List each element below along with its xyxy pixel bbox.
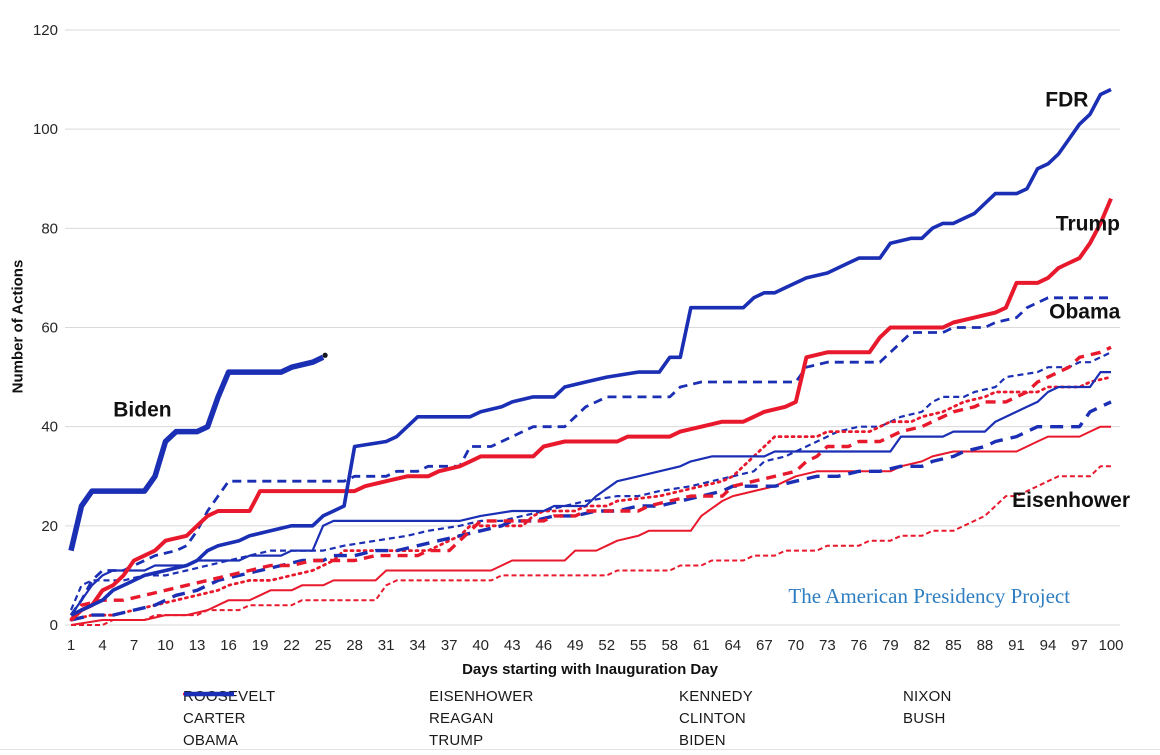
x-tick-label: 52 <box>598 637 615 654</box>
series-line-biden <box>68 354 325 552</box>
x-tick-label: 40 <box>472 637 489 654</box>
x-tick-label: 61 <box>693 637 710 654</box>
series-line-bush <box>69 375 1113 622</box>
legend-label: REAGAN <box>429 710 494 727</box>
chart-legend: ROOSEVELT EISENHOWER KENNEDY NIXON CARTER REA… <box>183 687 1093 750</box>
x-tick-label: 100 <box>1098 637 1123 654</box>
x-tick-label: 19 <box>252 637 269 654</box>
x-tick-label: 64 <box>724 637 741 654</box>
x-tick-label: 55 <box>630 637 647 654</box>
legend-entry-trump: TRUMP <box>184 692 679 750</box>
series-end-marker <box>322 352 328 358</box>
x-tick-label: 43 <box>504 637 521 654</box>
x-tick-label: 58 <box>661 637 678 654</box>
y-tick-label: 100 <box>33 121 58 138</box>
legend-label: NIXON <box>903 688 952 705</box>
x-tick-label: 97 <box>1071 637 1088 654</box>
x-tick-label: 34 <box>409 637 426 654</box>
x-tick-label: 10 <box>157 637 174 654</box>
legend-entry-kennedy: KENNEDY <box>184 687 903 706</box>
x-tick-label: 88 <box>977 637 994 654</box>
legend-label: KENNEDY <box>679 688 753 705</box>
y-tick-label: 60 <box>41 320 58 337</box>
legend-label: BUSH <box>903 710 946 727</box>
legend-swatch-icon <box>184 691 234 697</box>
y-tick-label: 20 <box>41 518 58 535</box>
series-line-reagan <box>69 345 1112 621</box>
credit-text: The American Presidency Project <box>788 584 1070 608</box>
legend-entry-reagan: REAGAN <box>184 692 679 728</box>
y-tick-label: 120 <box>33 22 58 39</box>
legend-label: CLINTON <box>679 710 746 727</box>
bottom-divider <box>0 749 1160 750</box>
annotation-fdr: FDR <box>1045 88 1088 111</box>
x-tick-label: 70 <box>788 637 805 654</box>
legend-label: BIDEN <box>679 732 726 749</box>
x-tick-label: 82 <box>914 637 931 654</box>
x-tick-label: 31 <box>378 637 395 654</box>
series-line-trump <box>69 197 1113 622</box>
legend-entry-carter: CARTER <box>183 692 429 728</box>
legend-entry-clinton: CLINTON <box>184 692 903 728</box>
x-tick-label: 37 <box>441 637 458 654</box>
series-line-carter <box>69 351 1112 611</box>
y-axis-title: Number of Actions <box>9 259 27 394</box>
x-tick-label: 46 <box>535 637 552 654</box>
x-tick-label: 85 <box>945 637 962 654</box>
x-tick-label: 13 <box>189 637 206 654</box>
x-tick-label: 25 <box>315 637 332 654</box>
series-line-eisenhower <box>71 465 1111 626</box>
x-tick-label: 76 <box>851 637 868 654</box>
legend-label: OBAMA <box>183 732 239 749</box>
x-tick-label: 4 <box>98 637 106 654</box>
x-axis-title: Days starting with Inauguration Day <box>462 661 718 678</box>
annotation-obama: Obama <box>1049 301 1121 324</box>
x-tick-label: 49 <box>567 637 584 654</box>
y-tick-label: 0 <box>50 617 58 634</box>
y-tick-label: 80 <box>41 220 58 237</box>
legend-entry-obama: OBAMA <box>183 692 429 750</box>
legend-entry-eisenhower: EISENHOWER <box>184 687 679 706</box>
legend-entry-biden: BIDEN <box>184 691 903 750</box>
x-tick-label: 91 <box>1008 637 1025 654</box>
x-tick-label: 22 <box>283 637 300 654</box>
x-tick-label: 67 <box>756 637 773 654</box>
legend-entry-nixon: NIXON <box>184 687 1093 706</box>
series-line-clinton <box>70 371 1111 616</box>
annotation-trump: Trump <box>1056 212 1120 235</box>
x-tick-label: 73 <box>819 637 836 654</box>
x-tick-label: 94 <box>1040 637 1057 654</box>
legend-label: EISENHOWER <box>429 688 534 705</box>
series-line-nixon <box>70 425 1111 626</box>
y-tick-label: 40 <box>41 419 58 436</box>
x-tick-label: 16 <box>220 637 237 654</box>
x-tick-label: 79 <box>882 637 899 654</box>
annotation-biden: Biden <box>113 398 171 421</box>
annotation-eisenhower: Eisenhower <box>1012 489 1130 512</box>
series-line-roosevelt <box>70 87 1112 617</box>
legend-entry-bush: BUSH <box>183 692 1093 728</box>
legend-label: TRUMP <box>429 732 484 749</box>
legend-label: CARTER <box>183 710 246 727</box>
x-tick-label: 28 <box>346 637 363 654</box>
x-tick-label: 1 <box>67 637 75 654</box>
x-tick-label: 7 <box>130 637 138 654</box>
